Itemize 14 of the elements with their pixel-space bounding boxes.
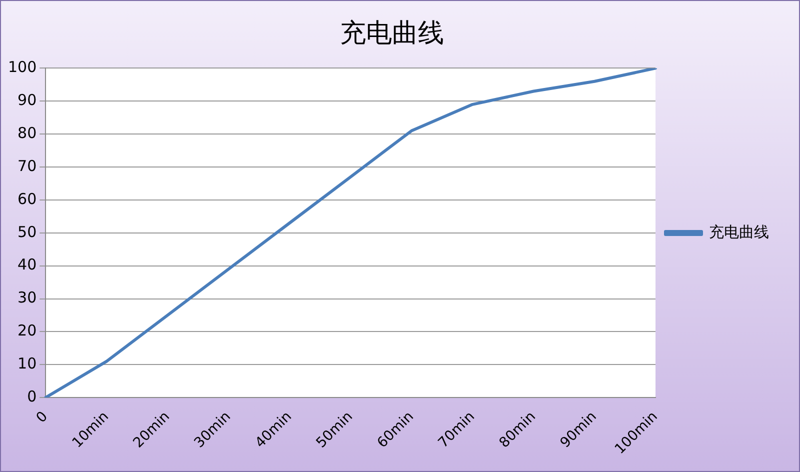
y-tick-label: 100 bbox=[8, 58, 37, 76]
legend-label: 充电曲线 bbox=[709, 222, 769, 241]
y-tick-label: 70 bbox=[18, 156, 37, 175]
y-tick-label: 30 bbox=[18, 288, 37, 307]
y-tick-label: 90 bbox=[18, 91, 37, 110]
y-tick-label: 50 bbox=[18, 222, 37, 241]
y-tick-label: 0 bbox=[27, 387, 37, 406]
chart-title: 充电曲线 bbox=[340, 18, 444, 48]
x-tick-label: 0 bbox=[33, 408, 52, 426]
y-tick-label: 10 bbox=[18, 354, 37, 373]
y-tick-label: 80 bbox=[18, 124, 37, 142]
y-tick-label: 40 bbox=[18, 256, 37, 274]
y-tick-label: 60 bbox=[18, 190, 37, 208]
y-tick-label: 20 bbox=[18, 322, 37, 340]
